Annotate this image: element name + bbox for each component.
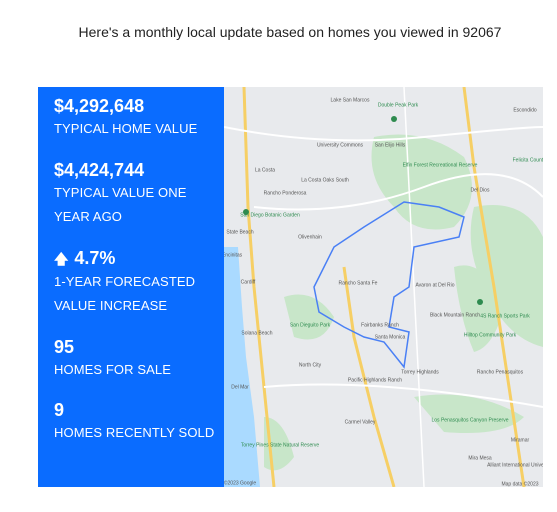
- stat: $4,424,744 TYPICAL VALUE ONE YEAR AGO: [54, 159, 219, 229]
- map-label: North City: [299, 362, 322, 368]
- stat: $4,292,648 TYPICAL HOME VALUE: [54, 95, 219, 141]
- map-label: Rancho Santa Fe: [339, 280, 378, 286]
- map-label: Hilltop Community Park: [464, 332, 517, 338]
- map-label: Miramar: [511, 437, 530, 443]
- map-label: Black Mountain Ranch: [430, 312, 480, 318]
- stat-label: 1-YEAR FORECASTED VALUE INCREASE: [54, 274, 196, 313]
- freeway: [342, 266, 396, 487]
- map-label: San Dieguito Park: [290, 322, 331, 328]
- map-label: State Beach: [226, 229, 253, 235]
- map-label: Rancho Ponderosa: [264, 190, 307, 196]
- map-label: Map data ©2023: [501, 480, 538, 487]
- map-label: Torrey Pines State Natural Reserve: [241, 442, 320, 448]
- park-area: [454, 265, 504, 352]
- park-area: [414, 394, 524, 433]
- stat-row: 🡅 4.7%: [54, 247, 219, 270]
- park-pin: [391, 116, 397, 122]
- park-area: [284, 294, 334, 340]
- map-label: Double Peak Park: [378, 102, 419, 108]
- map-label: Fairbanks Ranch: [361, 322, 399, 328]
- zip-boundary: [313, 201, 465, 369]
- stat: 🡅 4.7% 1-YEAR FORECASTED VALUE INCREASE: [54, 247, 219, 318]
- stat-value: $4,424,744: [54, 160, 145, 180]
- map-label: ©2023 Google: [224, 479, 256, 486]
- road: [253, 173, 543, 211]
- stat: 95 HOMES FOR SALE: [54, 336, 219, 382]
- map-label: Elfin Forest Recreational Reserve: [403, 162, 478, 168]
- map-label: Mira Mesa: [468, 455, 492, 461]
- stat-label: TYPICAL HOME VALUE: [54, 121, 198, 136]
- stat-value: 95: [54, 337, 75, 357]
- map-label: Escondido: [513, 107, 537, 113]
- map-label: La Costa: [255, 167, 275, 173]
- map-label: Pacific Highlands Ranch: [348, 377, 402, 383]
- freeway: [242, 87, 276, 487]
- map-label: San Diego Botanic Garden: [240, 212, 300, 218]
- stat: 9 HOMES RECENTLY SOLD: [54, 399, 219, 445]
- ocean: [224, 247, 260, 487]
- map-label: La Costa Oaks South: [301, 177, 349, 183]
- freeway: [462, 87, 526, 487]
- map-label: Olivenhain: [298, 234, 322, 240]
- map-label: Avaron at Del Rio: [415, 282, 454, 288]
- stat-value: 9: [54, 400, 65, 420]
- map-label: Alliant International University: [487, 462, 543, 468]
- map-label: Santa Monica: [375, 334, 406, 340]
- stats-panel: $4,292,648 TYPICAL HOME VALUE $4,424,744…: [38, 87, 224, 487]
- map-label: 4S Ranch Sports Park: [480, 313, 530, 319]
- stat-value: 4.7%: [74, 248, 116, 268]
- stat-value: $4,292,648: [54, 96, 145, 116]
- road: [263, 383, 543, 408]
- park-pin: [477, 299, 483, 305]
- map-label: University Commons: [317, 142, 364, 148]
- map-label: Encinitas: [224, 252, 243, 258]
- stat-label: HOMES FOR SALE: [54, 362, 171, 377]
- map-label: San Elijo Hills: [375, 142, 406, 148]
- road: [224, 126, 543, 142]
- map-label: Lake San Marcos: [331, 97, 370, 103]
- map-label: Felicita County Park: [513, 157, 543, 163]
- map-label: Del Mar: [231, 384, 249, 390]
- map-label: Carmel Valley: [345, 419, 376, 425]
- park-area: [470, 205, 543, 347]
- map-label: Los Penasquitos Canyon Preserve: [432, 417, 509, 423]
- map-label: Del Dios: [471, 187, 490, 193]
- map-label: Torrey Highlands: [401, 369, 439, 375]
- park-pin: [243, 209, 249, 215]
- up-arrow-icon: 🡅: [54, 251, 69, 267]
- road: [403, 87, 425, 487]
- heading: Here's a monthly local update based on h…: [78, 24, 502, 40]
- map-label: Rancho Penasquitos: [477, 369, 524, 375]
- map: Lake San Marcos Double Peak Park Escondido…: [224, 87, 543, 487]
- map-label: Solana Beach: [241, 330, 272, 336]
- stat-label: HOMES RECENTLY SOLD: [54, 425, 215, 440]
- map-label: Cardiff: [241, 279, 256, 285]
- stat-label: TYPICAL VALUE ONE YEAR AGO: [54, 185, 187, 224]
